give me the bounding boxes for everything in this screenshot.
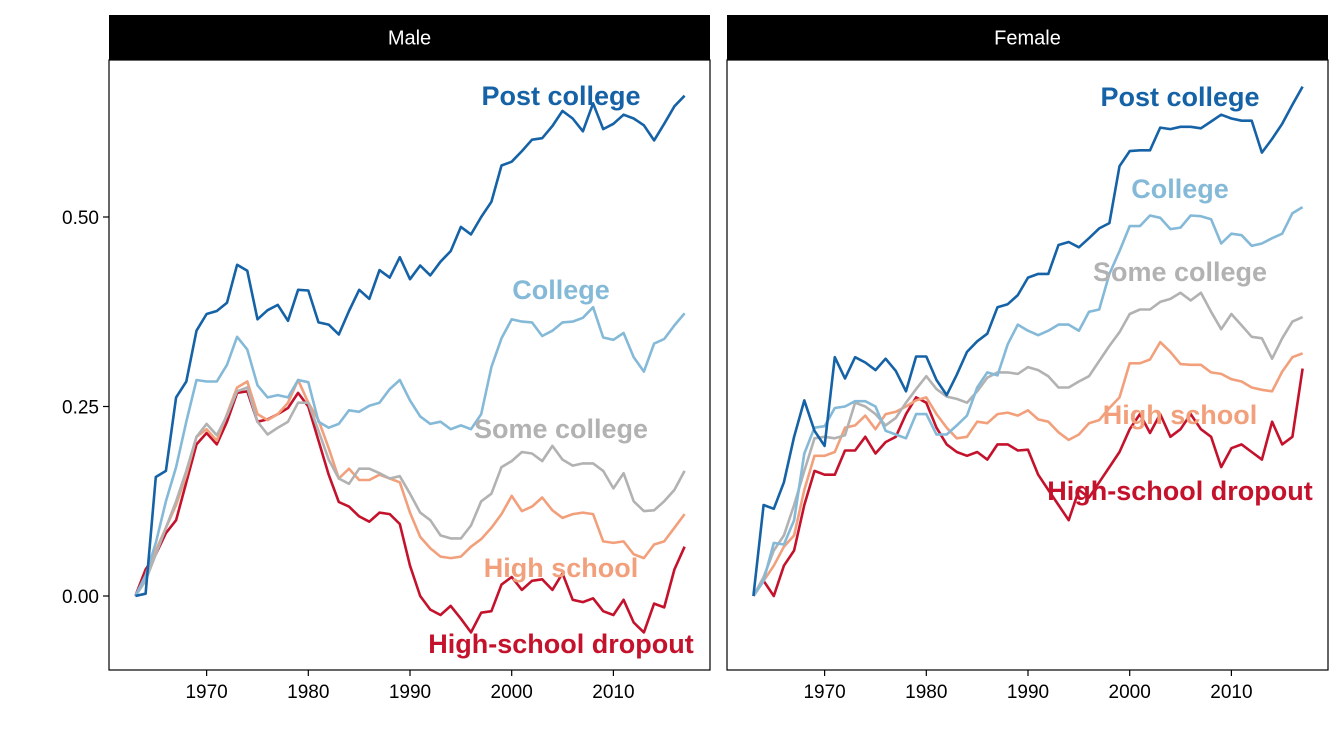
- series-line-post-college: [135, 94, 686, 598]
- series-label-post-college: Post college: [481, 81, 640, 111]
- facet-title: Female: [994, 28, 1061, 50]
- series-line-post-college: [752, 85, 1304, 597]
- facet-strip: [727, 15, 1328, 60]
- series-label-high-school-dropout: High-school dropout: [428, 629, 693, 659]
- panel-border: [726, 59, 1329, 671]
- x-tick-label: 2000: [491, 682, 533, 703]
- series-label-some-college: Some college: [1093, 257, 1267, 287]
- x-tick-label: 1970: [803, 682, 845, 703]
- series-line-some-college: [134, 386, 686, 597]
- y-tick-label: 0.25: [62, 398, 99, 419]
- panel-male: Male 0.00 0.25 0.50 1970 1980 1990 2000 2010 Post…: [62, 15, 711, 703]
- x-tick-label: 1990: [389, 682, 431, 703]
- series-label-college: College: [512, 275, 610, 305]
- series-label-high-school: High school: [1103, 400, 1258, 430]
- series-line-high-school-dropout: [134, 389, 686, 634]
- facet-title: Male: [388, 28, 431, 50]
- series-label-some-college: Some college: [474, 414, 648, 444]
- x-tick-label: 1980: [905, 682, 947, 703]
- x-tick-label: 1970: [185, 682, 227, 703]
- x-tick-label: 2000: [1109, 682, 1151, 703]
- series-line-high-school-dropout: [752, 368, 1304, 598]
- series-line-some-college: [752, 291, 1304, 597]
- series-line-high-school: [752, 340, 1304, 597]
- series-line-college: [752, 205, 1304, 597]
- y-tick-label: 0.00: [62, 587, 99, 608]
- y-tick-label: 0.50: [62, 208, 99, 229]
- series-label-college: College: [1131, 174, 1229, 204]
- series-label-high-school: High school: [484, 553, 639, 583]
- series-line-college: [134, 305, 686, 597]
- x-tick-label: 2010: [1210, 682, 1252, 703]
- series-label-high-school-dropout: High-school dropout: [1047, 476, 1312, 506]
- panel-female: Female 1970 1980 1990 2000 2010 Post college Co…: [726, 15, 1329, 703]
- x-tick-label: 1990: [1007, 682, 1049, 703]
- facet-strip: [109, 15, 710, 60]
- x-tick-label: 2010: [592, 682, 634, 703]
- x-tick-label: 1980: [287, 682, 329, 703]
- series-label-post-college: Post college: [1100, 82, 1259, 112]
